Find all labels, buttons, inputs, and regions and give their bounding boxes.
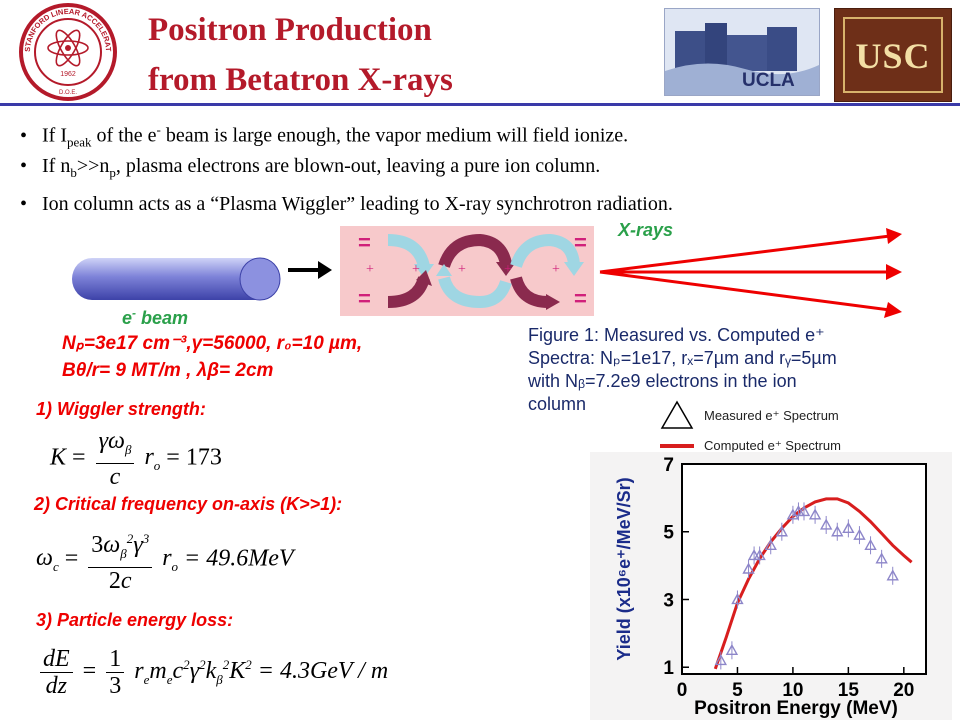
xrays-label: X-rays — [618, 220, 674, 240]
measured-data-point — [742, 562, 755, 574]
arrow-to-plasma-icon — [288, 258, 332, 282]
chart: 0 5 10 15 20 1 3 5 7 Positron Energy (MeV) Yield (… — [590, 452, 952, 720]
params-line1: Nₚ=3e17 cm⁻³,γ=56000, r₀=10 µm, — [62, 333, 363, 354]
electron-sign: = — [358, 230, 371, 255]
electron-sign: = — [358, 286, 371, 311]
measured-data-point — [808, 508, 822, 520]
bullet-3: • Ion column acts as a “Plasma Wiggler” l… — [20, 193, 673, 215]
measured-data-point — [786, 508, 800, 520]
measured-data-point — [875, 552, 888, 564]
beam-label: e- beam — [122, 306, 189, 328]
measured-data-point — [753, 549, 766, 561]
measured-triangle-icon — [660, 400, 694, 429]
measured-data-point — [864, 538, 877, 550]
legend-computed: Computed e⁺ Spectrum — [704, 438, 841, 453]
page-title-line2: from Betatron X-rays — [148, 62, 453, 98]
x-axis-label: Positron Energy (MeV) — [694, 698, 898, 719]
usc-label: USC — [855, 36, 931, 76]
measured-data-point — [731, 593, 744, 605]
figure-caption: Figure 1: Measured vs. Computed e⁺ Spect… — [528, 325, 837, 414]
ion-sign: + — [458, 262, 466, 277]
computed-line-icon — [660, 444, 694, 448]
section-wiggler-strength: 1) Wiggler strength: — [36, 399, 206, 419]
ion-sign: + — [504, 262, 512, 277]
ion-sign: + — [412, 262, 420, 277]
slac-seal-bottom: D.O.E. — [59, 90, 77, 96]
electron-sign: = — [574, 286, 587, 311]
chart-svg: 0 5 10 15 20 1 3 5 7 Positron Energy (MeV) Yield (… — [614, 455, 927, 719]
ucla-label: UCLA — [742, 70, 795, 91]
x-tick-label: 20 — [893, 680, 914, 701]
section-critical-frequency: 2) Critical frequency on-axis (K>>1): — [34, 494, 343, 514]
electron-sign: = — [574, 230, 587, 255]
x-tick-label: 0 — [677, 680, 688, 701]
ion-sign: + — [552, 262, 560, 277]
x-tick-label: 10 — [782, 680, 803, 701]
measured-data-point — [797, 504, 811, 517]
y-tick-label: 3 — [663, 590, 674, 611]
header-divider — [0, 103, 960, 106]
x-tick-label: 5 — [732, 680, 743, 701]
measured-data-point — [853, 528, 866, 540]
slac-seal-text: STANFORD LINEAR ACCELERATOR CENTER — [5, 0, 113, 52]
page-title-line1: Positron Production — [148, 12, 432, 48]
ucla-logo — [664, 8, 820, 96]
xray-rays — [594, 226, 904, 326]
svg-text:STANFORD LINEAR ACCELERATOR CE: STANFORD LINEAR ACCELERATOR CENTER — [8, 2, 113, 52]
measured-data-point — [714, 654, 728, 666]
y-tick-label: 5 — [663, 523, 674, 544]
measured-data-point — [819, 518, 833, 530]
section-energy-loss: 3) Particle energy loss: — [36, 610, 234, 630]
measured-data-point — [764, 538, 777, 550]
measured-data-point — [842, 521, 855, 534]
measured-data-point — [831, 525, 844, 537]
beam-cylinder — [70, 256, 282, 302]
measured-data-point — [725, 643, 739, 655]
computed-spectrum-line — [713, 497, 913, 670]
equation-wiggler-strength: K = γωβ c ro = 173 — [50, 428, 222, 490]
bullet-1: • If Ipeak of the e- beam is large enough… — [20, 122, 629, 150]
plasma-column: = = = = + + + + + — [340, 226, 594, 316]
bullet-2: • If nb>>np, plasma electrons are blown-o… — [20, 155, 601, 180]
slac-logo: STANFORD LINEAR ACCELERATOR CENTER 1962 … — [5, 0, 128, 102]
plot-frame — [681, 463, 927, 675]
ion-sign: + — [366, 262, 374, 277]
measured-data-point — [886, 569, 899, 581]
slac-seal-year: 1962 — [60, 71, 76, 78]
equation-critical-frequency: ωc = 3ωβ2γ3 2c ro = 49.6MeV — [36, 526, 294, 594]
params-line2: Bθ/r= 9 MT/m , λβ= 2cm — [62, 360, 274, 381]
y-tick-label: 7 — [663, 455, 674, 476]
y-axis-label: Yield (x10⁶e⁺/MeV/Sr) — [614, 477, 634, 660]
legend: Measured e⁺ Spectrum Computed e⁺ Spectru… — [660, 400, 950, 464]
y-tick-label: 1 — [663, 658, 674, 679]
legend-measured: Measured e⁺ Spectrum — [704, 408, 839, 423]
x-tick-label: 15 — [838, 680, 860, 701]
usc-logo: USC — [834, 8, 952, 102]
measured-data-point — [775, 525, 789, 537]
